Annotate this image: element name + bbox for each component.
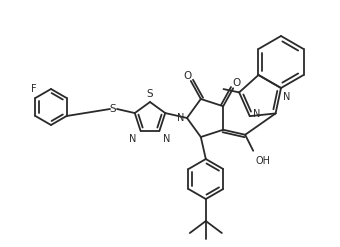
Text: N: N bbox=[164, 134, 171, 144]
Text: S: S bbox=[110, 104, 116, 114]
Text: F: F bbox=[31, 84, 36, 94]
Text: O: O bbox=[184, 71, 192, 81]
Text: O: O bbox=[232, 78, 240, 88]
Text: S: S bbox=[147, 89, 153, 99]
Text: N: N bbox=[283, 92, 290, 102]
Text: N: N bbox=[176, 113, 184, 123]
Text: N: N bbox=[253, 109, 260, 119]
Text: N: N bbox=[129, 134, 137, 144]
Text: OH: OH bbox=[255, 156, 270, 166]
